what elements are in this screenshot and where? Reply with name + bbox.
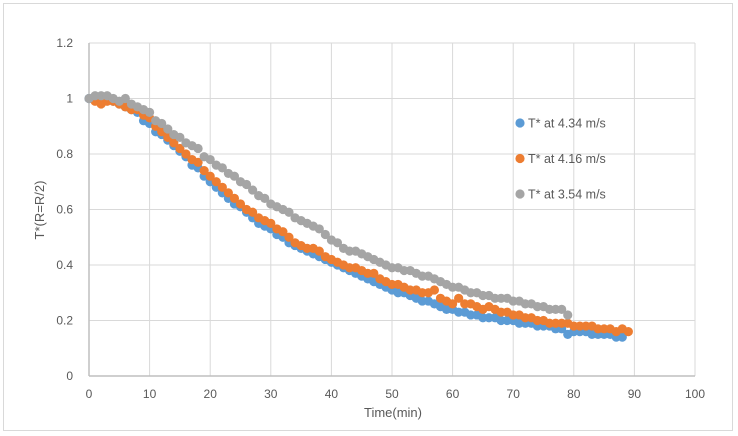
data-point: [193, 143, 203, 154]
data-point: [217, 182, 227, 192]
data-point: [248, 185, 258, 195]
data-point: [181, 149, 191, 159]
x-tick-label: 80: [567, 387, 581, 401]
data-point: [120, 93, 130, 104]
x-tick-label: 10: [143, 387, 157, 401]
data-point: [163, 124, 173, 134]
data-point: [211, 177, 221, 187]
data-point: [369, 268, 379, 278]
y-tick-label: 0.6: [56, 203, 73, 217]
data-point: [169, 138, 179, 148]
x-tick-label: 100: [685, 387, 705, 401]
y-tick-label: 0: [66, 369, 73, 383]
data-point: [266, 218, 276, 228]
data-point: [429, 285, 440, 295]
data-point: [199, 166, 209, 176]
data-point: [278, 227, 288, 237]
data-point: [241, 179, 252, 190]
data-point: [175, 132, 185, 142]
legend-marker: [515, 118, 525, 128]
data-point: [217, 163, 227, 173]
legend-marker: [515, 189, 525, 199]
x-axis-label: Time(min): [364, 405, 422, 420]
y-tick-label: 0.2: [56, 314, 73, 328]
x-tick-label: 30: [264, 387, 278, 401]
data-point: [157, 118, 167, 129]
x-tick-label: 50: [385, 387, 399, 401]
x-tick-label: 20: [204, 387, 218, 401]
data-point: [284, 207, 294, 217]
data-point: [448, 299, 458, 309]
data-point: [229, 193, 240, 203]
chart-frame: [3, 3, 733, 431]
y-tick-label: 1.2: [56, 36, 73, 50]
data-point: [314, 224, 324, 234]
y-axis-label: T*(R=R/2): [32, 181, 47, 240]
data-point: [617, 332, 627, 342]
data-point: [205, 154, 215, 165]
x-tick-label: 70: [507, 387, 521, 401]
data-point: [205, 171, 215, 181]
data-point: [563, 310, 573, 320]
legend-label: T* at 3.54 m/s: [528, 188, 606, 202]
data-point: [332, 238, 343, 248]
data-point: [260, 193, 270, 203]
legend-marker: [515, 153, 525, 164]
data-point: [145, 107, 155, 117]
data-point: [454, 293, 464, 303]
x-tick-label: 40: [325, 387, 339, 401]
legend-label: T* at 4.34 m/s: [528, 117, 606, 131]
data-point: [223, 188, 233, 198]
series-1: [90, 96, 633, 337]
data-point: [193, 157, 203, 167]
data-point: [248, 207, 258, 217]
series-2: [84, 91, 573, 320]
data-point: [320, 229, 330, 240]
data-point: [235, 199, 246, 209]
x-tick-label: 0: [86, 387, 93, 401]
legend-label: T* at 4.16 m/s: [528, 152, 606, 166]
data-point: [284, 232, 294, 242]
data-point: [229, 171, 240, 181]
data-point: [314, 246, 324, 256]
y-tick-label: 0.4: [56, 258, 73, 272]
x-tick-label: 90: [628, 387, 642, 401]
y-tick-label: 1: [66, 92, 73, 106]
data-point: [175, 143, 185, 154]
y-tick-label: 0.8: [56, 147, 73, 161]
data-point: [623, 327, 633, 337]
data-point: [557, 304, 567, 314]
x-tick-label: 60: [446, 387, 460, 401]
